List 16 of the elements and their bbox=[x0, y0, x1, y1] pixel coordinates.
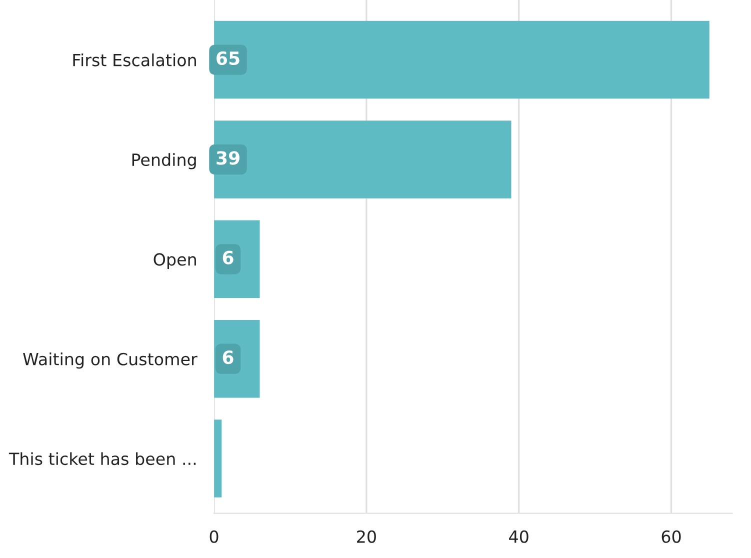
y-tick-label: This ticket has been ... bbox=[8, 452, 196, 466]
data-label: 39 bbox=[216, 151, 240, 165]
bar bbox=[214, 20, 710, 99]
data-label: 6 bbox=[222, 350, 234, 364]
y-tick-label: Waiting on Customer bbox=[23, 352, 198, 369]
y-tick-label: First Escalation bbox=[73, 53, 196, 66]
x-tick-label: 0 bbox=[210, 530, 218, 543]
y-tick-label: Pending bbox=[132, 153, 196, 170]
x-tick-label: 40 bbox=[509, 530, 528, 543]
bar bbox=[214, 420, 222, 498]
x-tick-label: 60 bbox=[662, 530, 681, 543]
data-label: 6 bbox=[222, 250, 234, 264]
y-tick-label: Open bbox=[154, 253, 196, 269]
bar bbox=[214, 120, 512, 198]
x-tick-label: 20 bbox=[357, 530, 376, 543]
data-label: 65 bbox=[216, 51, 240, 66]
